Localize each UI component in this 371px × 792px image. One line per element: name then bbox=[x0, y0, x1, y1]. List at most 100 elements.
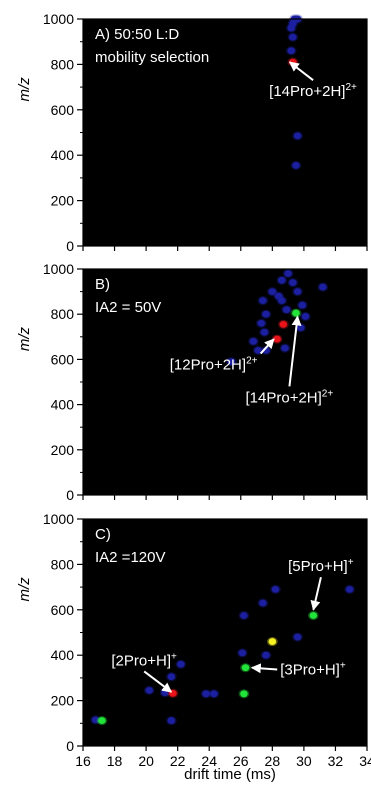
annotation-arrow bbox=[288, 315, 302, 387]
plot-area bbox=[83, 19, 367, 246]
annotation-charge: 2+ bbox=[345, 82, 357, 93]
data-point bbox=[279, 320, 288, 328]
y-axis-label: m/z bbox=[16, 77, 33, 102]
data-point bbox=[167, 717, 176, 724]
data-point bbox=[210, 690, 218, 698]
y-tick-label: 200 bbox=[51, 442, 75, 458]
data-point bbox=[259, 297, 267, 305]
data-point bbox=[257, 319, 266, 327]
data-point bbox=[238, 649, 247, 657]
data-point bbox=[293, 132, 302, 140]
data-point bbox=[287, 47, 296, 55]
x-tick-label: 22 bbox=[170, 753, 186, 769]
annotation-charge: 2+ bbox=[322, 388, 334, 399]
y-tick-label: 0 bbox=[66, 487, 74, 503]
data-point bbox=[227, 358, 236, 366]
x-tick-label: 34 bbox=[359, 753, 371, 769]
data-point bbox=[240, 690, 248, 698]
x-tick-label: 26 bbox=[233, 753, 249, 769]
data-point bbox=[293, 288, 302, 295]
data-point bbox=[278, 276, 286, 284]
y-tick-label: 800 bbox=[51, 306, 75, 322]
data-point bbox=[289, 279, 297, 286]
data-point bbox=[254, 346, 262, 354]
data-point bbox=[145, 686, 154, 694]
y-tick-label: 600 bbox=[51, 102, 75, 118]
x-axis-label: drift time (ms) bbox=[184, 766, 276, 783]
y-tick-label: 1000 bbox=[43, 511, 74, 527]
y-tick-label: 600 bbox=[51, 351, 75, 367]
panel-label: B) bbox=[95, 276, 110, 293]
data-point bbox=[301, 313, 310, 320]
x-tick-label: 30 bbox=[296, 753, 312, 769]
annotation-label: [14Pro+2H]2+ bbox=[246, 388, 334, 406]
data-point bbox=[287, 24, 296, 32]
panel-a: A) 50:50 L:D mobility selection [14Pro+2H]… bbox=[16, 11, 368, 254]
data-point bbox=[292, 309, 300, 317]
data-point bbox=[309, 612, 318, 619]
data-point bbox=[98, 717, 106, 724]
annotation-arrow bbox=[250, 663, 278, 674]
data-point bbox=[240, 612, 248, 619]
y-tick-label: 800 bbox=[51, 556, 75, 572]
x-tick-label: 20 bbox=[138, 753, 154, 769]
data-point bbox=[284, 270, 292, 277]
data-point bbox=[262, 651, 270, 659]
panel-c: C) IA2 =120V [2Pro+H]+ [3Pro+H]+ [5Pro+H]+ 0 2… bbox=[16, 511, 371, 769]
data-point bbox=[293, 633, 302, 641]
y-axis-label: m/z bbox=[16, 577, 33, 602]
data-point bbox=[167, 673, 176, 681]
data-point bbox=[259, 599, 267, 607]
data-point bbox=[202, 690, 210, 698]
y-tick-label: 400 bbox=[51, 397, 75, 413]
data-point bbox=[271, 585, 280, 593]
data-point bbox=[268, 288, 277, 295]
data-point bbox=[268, 638, 277, 645]
annotation-label: [12Pro+2H]2+ bbox=[170, 356, 258, 374]
data-point bbox=[281, 344, 289, 352]
panel-sublabel: mobility selection bbox=[95, 49, 209, 66]
y-tick-label: 1000 bbox=[43, 11, 74, 27]
panel-sublabel: IA2 =120V bbox=[95, 549, 165, 566]
data-point bbox=[292, 162, 300, 169]
annotation-charge: 2+ bbox=[246, 356, 258, 367]
data-point bbox=[241, 664, 250, 672]
data-point bbox=[282, 306, 291, 314]
annotation-arrow bbox=[259, 338, 275, 355]
y-tick-label: 200 bbox=[51, 193, 75, 209]
annotation-charge: + bbox=[171, 651, 177, 662]
annotation-label: [3Pro+H]+ bbox=[280, 660, 346, 678]
y-tick-label: 0 bbox=[66, 238, 74, 254]
y-tick-label: 0 bbox=[66, 738, 74, 754]
data-point bbox=[289, 33, 297, 41]
y-tick-label: 200 bbox=[51, 693, 75, 709]
data-point bbox=[296, 324, 305, 332]
plot-area bbox=[83, 269, 367, 495]
y-tick-label: 800 bbox=[51, 56, 75, 72]
annotation-arrow bbox=[288, 61, 314, 81]
panel-b: B) IA2 = 50V [12Pro+2H]2+ [14Pro+2H]2+ 0 200 4… bbox=[16, 261, 368, 503]
annotation-label: [5Pro+H]+ bbox=[288, 557, 354, 575]
data-point bbox=[249, 337, 258, 345]
data-point bbox=[273, 335, 281, 343]
data-point bbox=[260, 328, 269, 336]
data-point bbox=[319, 283, 327, 291]
x-tick-label: 28 bbox=[265, 753, 281, 769]
data-point bbox=[278, 297, 286, 305]
annotation-arrow bbox=[310, 576, 322, 611]
x-tick-label: 24 bbox=[201, 753, 217, 769]
annotation-arrow bbox=[143, 670, 173, 693]
y-tick-label: 400 bbox=[51, 147, 75, 163]
y-tick-label: 400 bbox=[51, 647, 75, 663]
x-tick-label: 16 bbox=[75, 753, 91, 769]
y-tick-label: 600 bbox=[51, 602, 75, 618]
annotation-label: [2Pro+H]+ bbox=[111, 651, 177, 669]
annotation-charge: + bbox=[348, 557, 354, 568]
plot-area bbox=[83, 519, 367, 746]
data-point bbox=[298, 301, 307, 309]
annotation-label: [14Pro+2H]2+ bbox=[269, 82, 357, 100]
x-tick-label: 18 bbox=[107, 753, 123, 769]
data-point bbox=[262, 310, 270, 318]
panel-label: A) 50:50 L:D bbox=[95, 26, 179, 43]
